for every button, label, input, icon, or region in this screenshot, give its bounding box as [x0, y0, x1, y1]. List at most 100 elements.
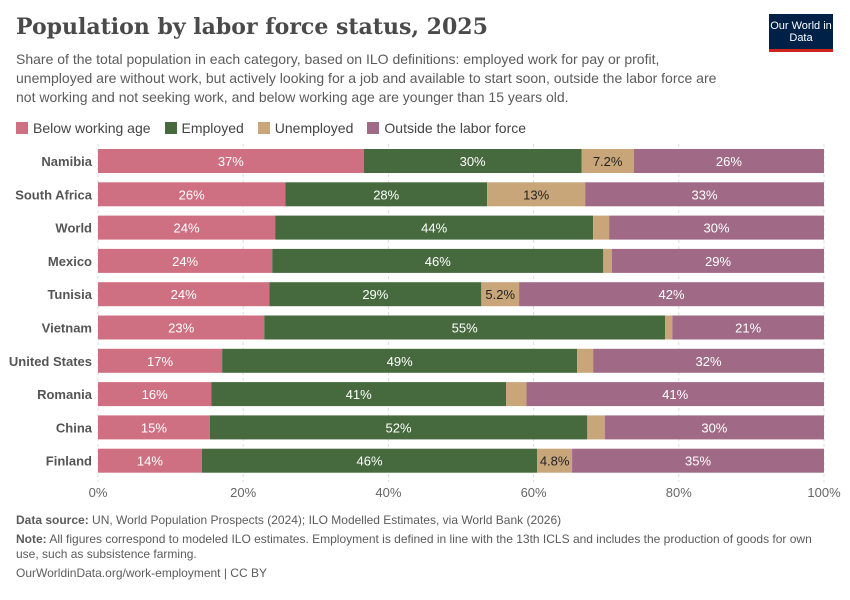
x-tick-label: 100%	[807, 485, 841, 500]
x-tick-label: 0%	[89, 485, 108, 500]
bar-segment	[526, 382, 824, 407]
legend-swatch	[257, 122, 270, 134]
bar-segment	[98, 315, 265, 340]
data-label: 35%	[685, 454, 711, 469]
bar-segment	[604, 415, 824, 440]
owid-logo[interactable]: Our World in Data	[769, 14, 833, 52]
data-label: 55%	[452, 321, 478, 336]
data-label: 49%	[387, 354, 413, 369]
category-label: Romania	[37, 387, 93, 402]
data-label: 30%	[460, 154, 486, 169]
data-label: 32%	[696, 354, 722, 369]
bar-segment	[572, 448, 824, 473]
source-text: UN, World Population Prospects (2024); I…	[92, 513, 562, 527]
data-label: 5.2%	[485, 287, 515, 302]
category-label: Vietnam	[42, 321, 92, 336]
chart-subtitle: Share of the total population in each ca…	[16, 51, 717, 105]
data-label: 26%	[179, 187, 205, 202]
legend-label: Employed	[181, 120, 244, 136]
bar-segment	[98, 348, 223, 373]
legend-swatch	[367, 122, 380, 134]
bar-segment	[487, 182, 586, 207]
data-label: 28%	[373, 187, 399, 202]
category-label: World	[55, 221, 92, 236]
bar-segment	[363, 149, 582, 173]
data-label: 52%	[386, 420, 412, 435]
data-label: 14%	[137, 454, 163, 469]
legend-label: Unemployed	[274, 120, 354, 136]
data-label: 41%	[662, 387, 688, 402]
data-label: 24%	[174, 221, 200, 236]
note-text: All figures correspond to modeled ILO es…	[16, 532, 812, 561]
bar-segment	[98, 248, 273, 273]
bar-segment	[269, 282, 482, 307]
category-label: Namibia	[41, 154, 92, 169]
bar-segment	[264, 315, 666, 340]
x-tick-label: 60%	[521, 485, 547, 500]
legend-item[interactable]: Below working age	[16, 120, 151, 136]
x-tick-label: 20%	[230, 485, 256, 500]
bar-segment	[98, 382, 212, 407]
data-label: 13%	[523, 187, 549, 202]
bar-segment	[587, 415, 605, 440]
data-label: 29%	[362, 287, 388, 302]
bar-segment	[519, 282, 824, 307]
footer: Data source: UN, World Population Prospe…	[16, 513, 831, 585]
data-label: 42%	[659, 287, 685, 302]
bar-segment	[612, 248, 824, 273]
data-label: 46%	[425, 254, 451, 269]
data-label: 23%	[168, 321, 194, 336]
legend: Below working age Employed Unemployed Outsi…	[16, 120, 526, 136]
data-label: 46%	[357, 454, 383, 469]
category-label: United States	[9, 354, 92, 369]
bar-segment	[211, 382, 507, 407]
bar-chart: 0% 20% 40% 60% 80% 100% Namibia 37% 30% 7.2% 26% So…	[9, 144, 841, 500]
category-label: Finland	[46, 454, 92, 469]
chart-title: Population by labor force status, 2025	[16, 14, 488, 40]
bar-segment	[98, 448, 202, 473]
bar-segment	[603, 248, 613, 273]
bar-segment	[222, 348, 578, 373]
data-label: 30%	[701, 420, 727, 435]
legend-label: Outside the labor force	[384, 120, 527, 136]
legend-swatch	[164, 122, 177, 134]
source-label: Data source:	[16, 513, 89, 527]
legend-item[interactable]: Outside the labor force	[367, 120, 526, 136]
bar-segment	[537, 448, 573, 473]
bar-segment	[98, 182, 286, 207]
data-label: 26%	[716, 154, 742, 169]
x-tick-label: 80%	[666, 485, 692, 500]
data-label: 4.8%	[540, 454, 570, 469]
bar-segment	[98, 415, 210, 440]
bar-segment	[577, 348, 594, 373]
data-label: 17%	[147, 354, 173, 369]
bar-segment	[593, 215, 610, 240]
legend-item[interactable]: Employed	[164, 120, 244, 136]
category-label: China	[56, 420, 93, 435]
data-label: 24%	[171, 287, 197, 302]
category-label: South Africa	[15, 187, 93, 202]
bar-segment	[665, 315, 673, 340]
bar-segment	[672, 315, 824, 340]
bar-segment	[272, 248, 604, 273]
x-tick-label: 40%	[375, 485, 401, 500]
bar-segment	[593, 348, 824, 373]
bar-segment	[98, 149, 364, 173]
bar-segment	[633, 149, 824, 173]
url-link[interactable]: OurWorldinData.org/work-employment | CC …	[16, 566, 267, 580]
legend-item[interactable]: Unemployed	[257, 120, 354, 136]
legend-swatch	[16, 122, 28, 134]
category-label: Mexico	[48, 254, 92, 269]
legend-label: Below working age	[33, 120, 151, 136]
data-label: 37%	[218, 154, 244, 169]
data-label: 16%	[142, 387, 168, 402]
data-label: 15%	[141, 420, 167, 435]
data-label: 7.2%	[593, 154, 623, 169]
bar-segment	[201, 448, 538, 473]
data-label: 24%	[172, 254, 198, 269]
data-label: 30%	[704, 221, 730, 236]
bar-segment	[481, 282, 520, 307]
category-label: Tunisia	[47, 287, 92, 302]
bar-segment	[585, 182, 824, 207]
bar-segment	[609, 215, 824, 240]
